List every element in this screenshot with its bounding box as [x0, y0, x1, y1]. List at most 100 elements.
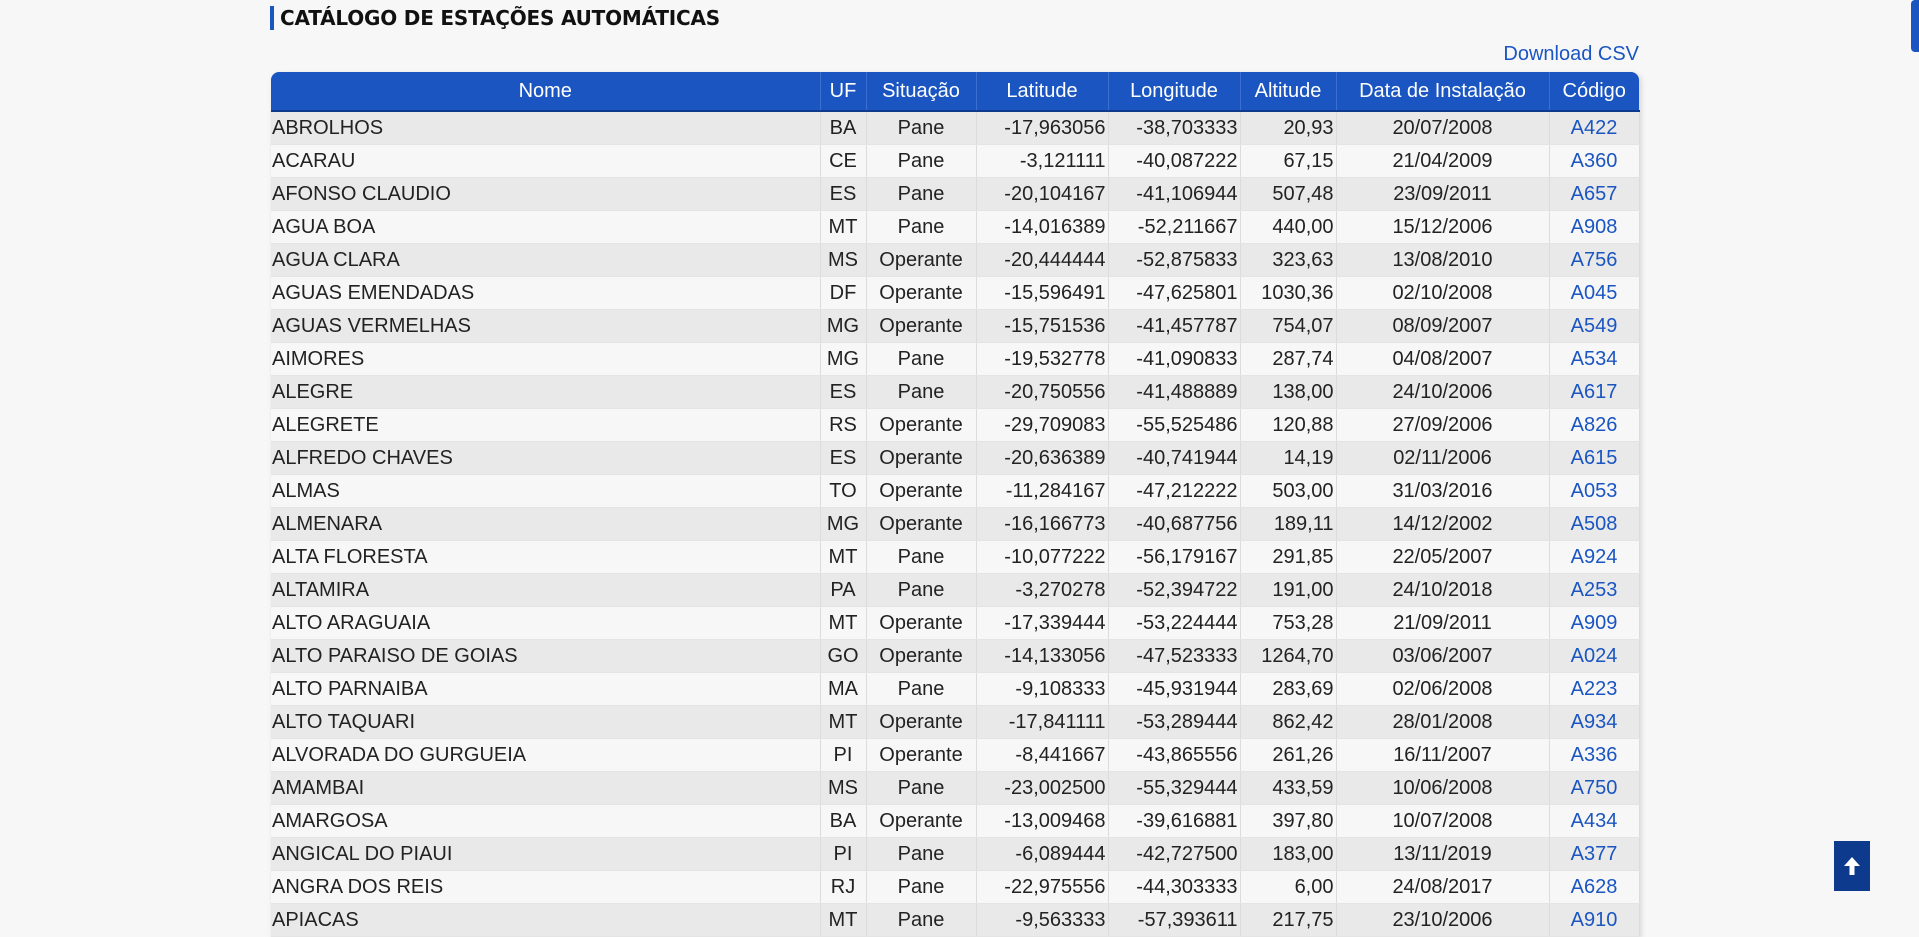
- station-install-date: 21/04/2009: [1336, 144, 1550, 178]
- station-name: ABROLHOS: [271, 111, 821, 145]
- table-row: AFONSO CLAUDIO ES Pane -20,104167 -41,106944…: [271, 177, 1640, 211]
- station-status: Operante: [866, 441, 977, 475]
- station-uf: PI: [820, 837, 867, 871]
- station-latitude: -15,751536: [976, 309, 1109, 343]
- station-status: Pane: [866, 837, 977, 871]
- station-code-link[interactable]: A826: [1570, 413, 1618, 436]
- station-longitude: -52,875833: [1108, 243, 1241, 277]
- station-code-link[interactable]: A934: [1570, 710, 1618, 733]
- station-latitude: -22,975556: [976, 870, 1109, 904]
- station-code-cell: A934: [1549, 705, 1640, 739]
- station-name: ALFREDO CHAVES: [271, 441, 821, 475]
- station-longitude: -40,087222: [1108, 144, 1241, 178]
- station-code-link[interactable]: A924: [1570, 545, 1618, 568]
- download-csv-link[interactable]: Download CSV: [1503, 43, 1639, 65]
- station-install-date: 23/10/2006: [1336, 903, 1550, 937]
- station-code-cell: A756: [1549, 243, 1640, 277]
- station-uf: MG: [820, 309, 867, 343]
- column-header-altitude[interactable]: Altitude: [1240, 72, 1337, 112]
- station-install-date: 13/08/2010: [1336, 243, 1550, 277]
- station-uf: DF: [820, 276, 867, 310]
- station-code-link[interactable]: A336: [1570, 743, 1618, 766]
- station-name: ALTO PARAISO DE GOIAS: [271, 639, 821, 673]
- station-code-link[interactable]: A434: [1570, 809, 1618, 832]
- station-code-cell: A628: [1549, 870, 1640, 904]
- table-row: ALTO PARNAIBA MA Pane -9,108333 -45,931944 28…: [271, 672, 1640, 706]
- station-install-date: 24/10/2018: [1336, 573, 1550, 607]
- station-status: Operante: [866, 474, 977, 508]
- station-code-link[interactable]: A422: [1570, 116, 1618, 139]
- station-name: AMAMBAI: [271, 771, 821, 805]
- station-latitude: -20,636389: [976, 441, 1109, 475]
- table-row: ALMENARA MG Operante -16,166773 -40,687756 18…: [271, 507, 1640, 541]
- station-longitude: -53,289444: [1108, 705, 1241, 739]
- station-name: ALTA FLORESTA: [271, 540, 821, 574]
- column-header-codigo[interactable]: Código: [1549, 72, 1639, 112]
- station-code-link[interactable]: A508: [1570, 512, 1618, 535]
- station-uf: ES: [820, 177, 867, 211]
- station-status: Operante: [866, 705, 977, 739]
- station-code-link[interactable]: A909: [1570, 611, 1618, 634]
- column-header-uf[interactable]: UF: [820, 72, 867, 112]
- station-code-cell: A909: [1549, 606, 1640, 640]
- station-altitude: 183,00: [1240, 837, 1337, 871]
- station-code-link[interactable]: A253: [1570, 578, 1618, 601]
- station-uf: RS: [820, 408, 867, 442]
- station-status: Pane: [866, 177, 977, 211]
- station-code-link[interactable]: A045: [1570, 281, 1618, 304]
- station-code-link[interactable]: A756: [1570, 248, 1618, 271]
- station-code-cell: A336: [1549, 738, 1640, 772]
- station-code-link[interactable]: A910: [1570, 908, 1618, 931]
- station-code-cell: A508: [1549, 507, 1640, 541]
- table-row: AMAMBAI MS Pane -23,002500 -55,329444 433,59 1…: [271, 771, 1640, 805]
- station-code-link[interactable]: A534: [1570, 347, 1618, 370]
- station-code-link[interactable]: A377: [1570, 842, 1618, 865]
- stations-table: Nome UF Situação Latitude Longitude Alti…: [271, 72, 1640, 937]
- station-status: Pane: [866, 870, 977, 904]
- column-header-situacao[interactable]: Situação: [866, 72, 977, 112]
- station-code-link[interactable]: A908: [1570, 215, 1618, 238]
- station-install-date: 22/05/2007: [1336, 540, 1550, 574]
- station-code-link[interactable]: A223: [1570, 677, 1618, 700]
- station-code-link[interactable]: A750: [1570, 776, 1618, 799]
- station-code-link[interactable]: A657: [1570, 182, 1618, 205]
- station-latitude: -23,002500: [976, 771, 1109, 805]
- station-uf: TO: [820, 474, 867, 508]
- scroll-to-top-button[interactable]: [1834, 841, 1870, 891]
- station-code-link[interactable]: A615: [1570, 446, 1618, 469]
- scrollbar-thumb[interactable]: [1911, 0, 1919, 52]
- station-altitude: 189,11: [1240, 507, 1337, 541]
- station-longitude: -41,488889: [1108, 375, 1241, 409]
- station-uf: PA: [820, 573, 867, 607]
- station-status: Operante: [866, 507, 977, 541]
- station-latitude: -9,563333: [976, 903, 1109, 937]
- column-header-nome[interactable]: Nome: [271, 72, 821, 112]
- station-status: Operante: [866, 243, 977, 277]
- station-code-link[interactable]: A617: [1570, 380, 1618, 403]
- station-uf: MA: [820, 672, 867, 706]
- station-code-link[interactable]: A360: [1570, 149, 1618, 172]
- station-name: AGUA CLARA: [271, 243, 821, 277]
- station-status: Pane: [866, 144, 977, 178]
- station-latitude: -20,750556: [976, 375, 1109, 409]
- column-header-data-instalacao[interactable]: Data de Instalação: [1336, 72, 1550, 112]
- station-code-link[interactable]: A053: [1570, 479, 1618, 502]
- station-code-cell: A534: [1549, 342, 1640, 376]
- table-row: AMARGOSA BA Operante -13,009468 -39,616881 39…: [271, 804, 1640, 838]
- station-altitude: 20,93: [1240, 111, 1337, 145]
- station-code-link[interactable]: A628: [1570, 875, 1618, 898]
- table-row: ALEGRETE RS Operante -29,709083 -55,525486 12…: [271, 408, 1640, 442]
- station-altitude: 1264,70: [1240, 639, 1337, 673]
- station-code-cell: A617: [1549, 375, 1640, 409]
- column-header-latitude[interactable]: Latitude: [976, 72, 1109, 112]
- station-longitude: -41,457787: [1108, 309, 1241, 343]
- station-name: ALTO ARAGUAIA: [271, 606, 821, 640]
- station-code-link[interactable]: A024: [1570, 644, 1618, 667]
- station-altitude: 6,00: [1240, 870, 1337, 904]
- table-row: ALFREDO CHAVES ES Operante -20,636389 -40,74…: [271, 441, 1640, 475]
- station-latitude: -3,121111: [976, 144, 1109, 178]
- column-header-longitude[interactable]: Longitude: [1108, 72, 1241, 112]
- station-code-link[interactable]: A549: [1570, 314, 1618, 337]
- station-altitude: 287,74: [1240, 342, 1337, 376]
- station-install-date: 16/11/2007: [1336, 738, 1550, 772]
